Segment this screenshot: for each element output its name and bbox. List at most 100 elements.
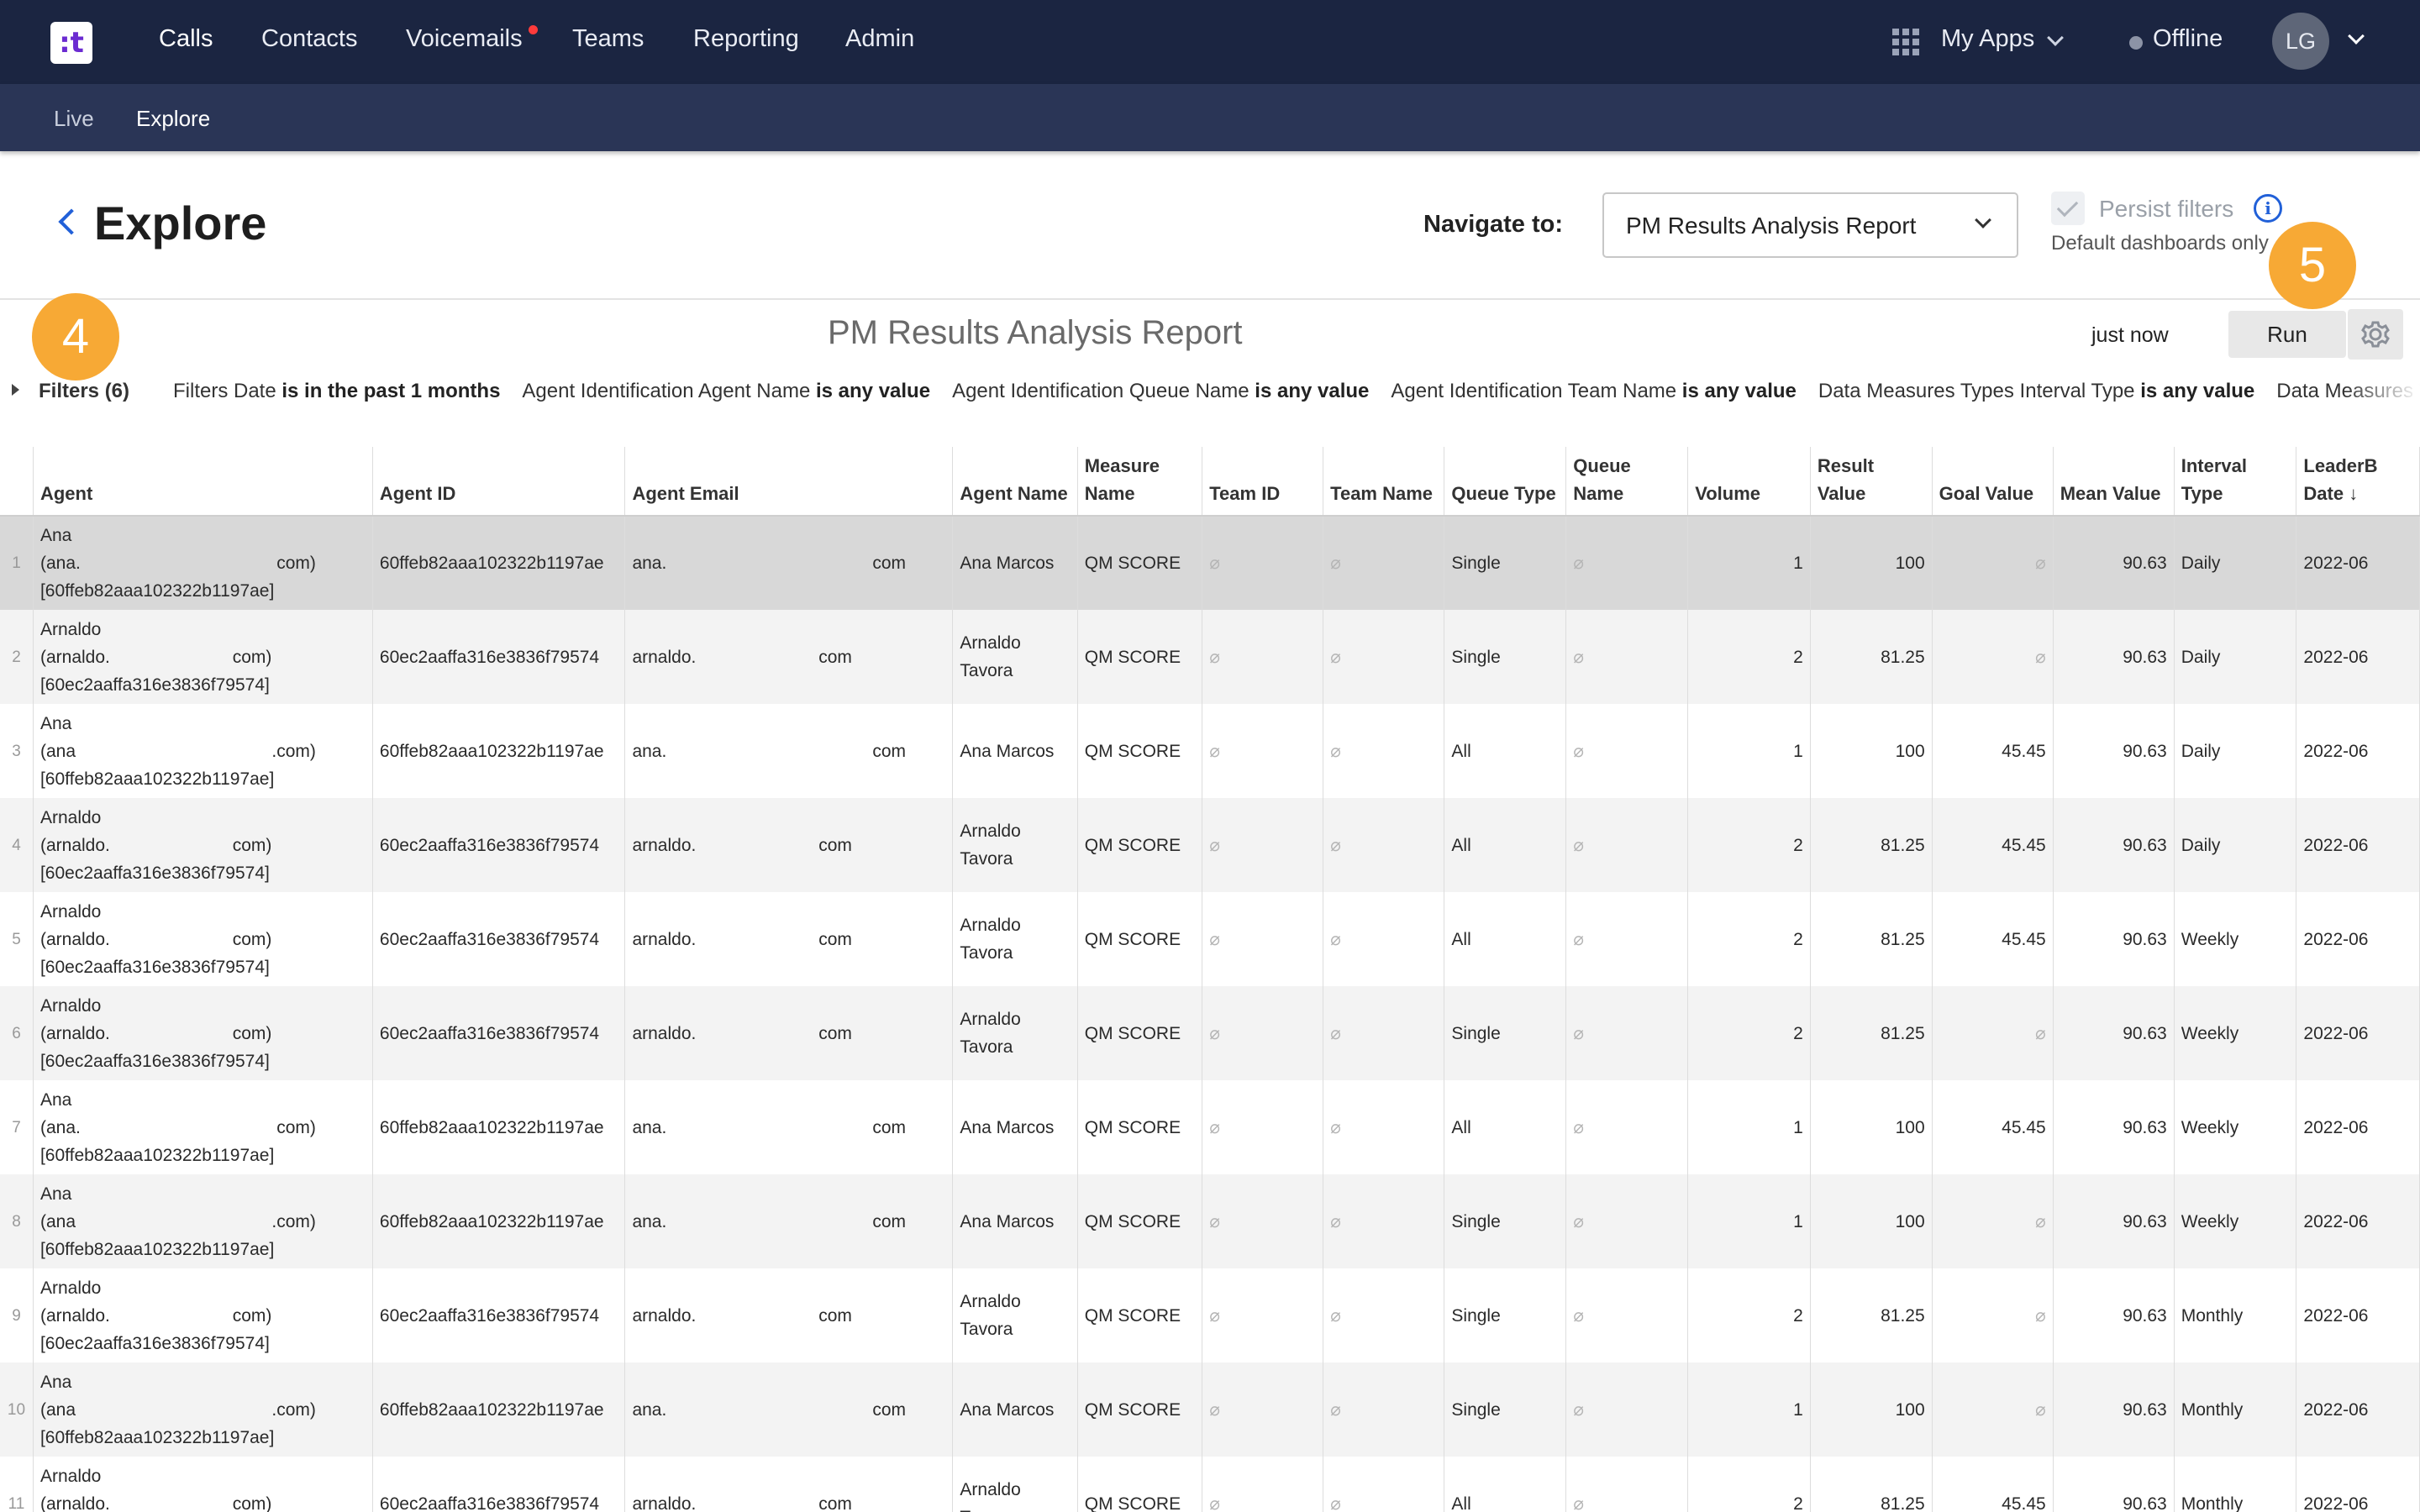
- nav-item-contacts[interactable]: Contacts: [261, 25, 358, 52]
- table-row[interactable]: 1 Ana (ana. com) [60ffeb82aaa102322b1197ae]…: [0, 516, 2420, 610]
- row-number: 6: [0, 986, 34, 1080]
- filters-toggle[interactable]: Filters (6): [39, 380, 130, 402]
- column-header-agent-email[interactable]: Agent Email: [624, 447, 954, 517]
- cell-line: Tavora: [960, 943, 1013, 963]
- user-menu-chevron-icon[interactable]: [2348, 28, 2365, 45]
- cell-team-name: ⌀: [1323, 704, 1445, 798]
- column-header-result-value[interactable]: Result Value: [1810, 447, 1933, 517]
- column-header-volume[interactable]: Volume: [1687, 447, 1811, 517]
- back-chevron-icon[interactable]: [58, 208, 85, 235]
- cell-agent-id: 60ffeb82aaa102322b1197ae: [372, 1174, 626, 1268]
- cell-interval-type: Daily: [2174, 516, 2297, 610]
- column-header-agent[interactable]: Agent: [33, 447, 373, 517]
- column-header-interval-type[interactable]: Interval Type: [2174, 447, 2297, 517]
- cell-line: [60ec2aaffa316e3836f79574]: [39, 957, 270, 977]
- results-table-container[interactable]: Agent Agent ID Agent Email Agent Name Measur…: [0, 447, 2420, 1512]
- table-row[interactable]: 8 Ana (ana .com) [60ffeb82aaa102322b1197ae]…: [0, 1174, 2420, 1268]
- nav-item-teams[interactable]: Teams: [572, 25, 644, 52]
- page-title: Explore: [94, 197, 267, 249]
- cell-volume: 1: [1687, 516, 1811, 610]
- subnav-item-live[interactable]: Live: [54, 106, 94, 131]
- cell-agent-name: Arnaldo Tavora: [952, 798, 1078, 892]
- column-header-team-id[interactable]: Team ID: [1202, 447, 1324, 517]
- cell-agent-email: arnaldo. com: [624, 1457, 954, 1512]
- column-header-mean-value[interactable]: Mean Value: [2053, 447, 2175, 517]
- nav-item-admin[interactable]: Admin: [845, 25, 915, 52]
- cell-mean-value: 90.63: [2053, 798, 2175, 892]
- column-header-agent-name[interactable]: Agent Name: [952, 447, 1078, 517]
- column-header-goal-value[interactable]: Goal Value: [1932, 447, 2054, 517]
- column-header-queue-type[interactable]: Queue Type: [1444, 447, 1567, 517]
- cell-line: (arnaldo. com): [39, 1494, 272, 1512]
- filter-condition: is any value: [2140, 380, 2255, 402]
- table-row[interactable]: 5 Arnaldo (arnaldo. com) [60ec2aaffa316e383…: [0, 892, 2420, 986]
- header-divider: [0, 298, 2420, 300]
- nav-item-calls[interactable]: Calls: [159, 25, 213, 52]
- cell-result-value: 81.25: [1810, 986, 1933, 1080]
- filter-chip[interactable]: Data Measures Types Interval Type is any…: [1818, 380, 2254, 402]
- caret-right-icon[interactable]: [12, 384, 19, 396]
- nav-item-voicemails[interactable]: Voicemails: [406, 25, 523, 52]
- cell-line: [60ffeb82aaa102322b1197ae]: [39, 581, 275, 601]
- cell-interval-type: Weekly: [2174, 986, 2297, 1080]
- table-row[interactable]: 3 Ana (ana .com) [60ffeb82aaa102322b1197ae]…: [0, 704, 2420, 798]
- filter-chip[interactable]: Agent Identification Team Name is any va…: [1391, 380, 1797, 402]
- filter-chip[interactable]: Agent Identification Agent Name is any v…: [522, 380, 930, 402]
- filter-chip[interactable]: Filters Date is in the past 1 months: [173, 380, 500, 402]
- run-button[interactable]: Run: [2228, 311, 2346, 358]
- cell-agent: Arnaldo (arnaldo. com) [60ec2aaffa316e3836…: [33, 892, 373, 986]
- table-row[interactable]: 6 Arnaldo (arnaldo. com) [60ec2aaffa316e383…: [0, 986, 2420, 1080]
- info-icon[interactable]: i: [2254, 194, 2282, 223]
- app-logo[interactable]: :t: [50, 22, 92, 64]
- cell-line: (ana .com): [39, 741, 316, 761]
- cell-agent-name: Arnaldo Tavora: [952, 1268, 1078, 1362]
- cell-agent-email: arnaldo. com: [624, 798, 954, 892]
- cell-result-value: 81.25: [1810, 1457, 1933, 1512]
- column-header-measure-name[interactable]: Measure Name: [1077, 447, 1203, 517]
- persist-filters-checkbox[interactable]: [2051, 192, 2085, 225]
- table-row[interactable]: 2 Arnaldo (arnaldo. com) [60ec2aaffa316e383…: [0, 610, 2420, 704]
- cell-line: Ana Marcos: [960, 1117, 1055, 1137]
- cell-agent: Ana (ana .com) [60ffeb82aaa102322b1197ae]: [33, 1174, 373, 1268]
- cell-leaderboard-date: 2022-06: [2296, 610, 2420, 704]
- cell-line: [60ffeb82aaa102322b1197ae]: [39, 1427, 275, 1447]
- cell-agent-email: arnaldo. com: [624, 1268, 954, 1362]
- filter-chip[interactable]: Agent Identification Queue Name is any v…: [952, 380, 1369, 402]
- settings-button[interactable]: [2348, 309, 2403, 360]
- table-row[interactable]: 7 Ana (ana. com) [60ffeb82aaa102322b1197ae]…: [0, 1080, 2420, 1174]
- presence-status[interactable]: Offline: [2153, 25, 2223, 52]
- cell-agent: Arnaldo (arnaldo. com) [60ec2aaffa316e3836…: [33, 986, 373, 1080]
- row-number: 3: [0, 704, 34, 798]
- column-header-row[interactable]: [0, 447, 34, 517]
- cell-queue-name: ⌀: [1565, 1080, 1689, 1174]
- user-avatar[interactable]: LG: [2272, 13, 2329, 70]
- table-row[interactable]: 10 Ana (ana .com) [60ffeb82aaa102322b1197ae…: [0, 1362, 2420, 1457]
- column-header-agent-id[interactable]: Agent ID: [372, 447, 626, 517]
- cell-leaderboard-date: 2022-06: [2296, 892, 2420, 986]
- my-apps-menu[interactable]: My Apps: [1941, 25, 2035, 52]
- my-apps-chevron-icon[interactable]: [2047, 29, 2064, 46]
- cell-line: [60ffeb82aaa102322b1197ae]: [39, 1145, 275, 1165]
- table-row[interactable]: 4 Arnaldo (arnaldo. com) [60ec2aaffa316e383…: [0, 798, 2420, 892]
- cell-line: Arnaldo: [39, 901, 102, 921]
- cell-agent-id: 60ec2aaffa316e3836f79574: [372, 1457, 626, 1512]
- cell-agent-email: arnaldo. com: [624, 892, 954, 986]
- nav-item-reporting[interactable]: Reporting: [693, 25, 799, 52]
- table-row[interactable]: 9 Arnaldo (arnaldo. com) [60ec2aaffa316e383…: [0, 1268, 2420, 1362]
- cell-agent-name: Arnaldo Tavora: [952, 892, 1078, 986]
- cell-line: [60ec2aaffa316e3836f79574]: [39, 1051, 270, 1071]
- column-header-leaderboard-date[interactable]: LeaderB Date ↓: [2296, 447, 2420, 517]
- cell-team-name: ⌀: [1323, 516, 1445, 610]
- dashboard-select[interactable]: PM Results Analysis Report: [1602, 192, 2018, 258]
- apps-grid-icon[interactable]: [1892, 29, 1919, 55]
- subnav-item-explore[interactable]: Explore: [136, 106, 211, 131]
- cell-line: Ana Marcos: [960, 741, 1055, 761]
- cell-team-name: ⌀: [1323, 1080, 1445, 1174]
- cell-line: Ana: [39, 1184, 72, 1204]
- column-header-team-name[interactable]: Team Name: [1323, 447, 1445, 517]
- cell-team-name: ⌀: [1323, 1457, 1445, 1512]
- column-header-queue-name[interactable]: Queue Name: [1565, 447, 1689, 517]
- cell-interval-type: Daily: [2174, 798, 2297, 892]
- cell-agent-name: Ana Marcos: [952, 516, 1078, 610]
